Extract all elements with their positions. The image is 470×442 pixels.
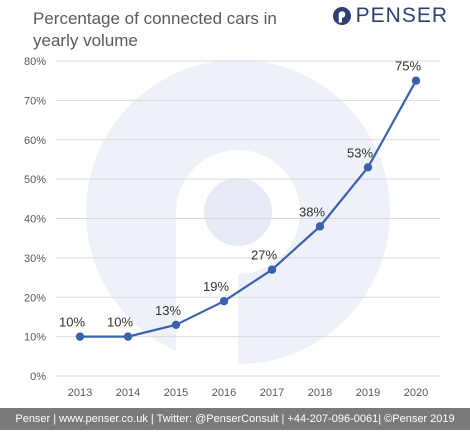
x-tick-label: 2020 [404,387,428,399]
y-tick-label: 40% [24,214,46,226]
data-point [219,296,229,306]
y-tick-label: 0% [30,371,46,383]
y-tick-label: 10% [24,332,46,344]
x-tick-label: 2019 [356,387,380,399]
y-tick-label: 80% [24,56,46,68]
penser-logo: PENSER [332,4,448,27]
data-label: 13% [155,303,181,318]
data-point [267,265,277,274]
data-label: 27% [251,248,277,263]
data-point [411,76,421,85]
series-line [80,80,417,338]
x-tick-label: 2014 [116,387,140,399]
y-tick-label: 50% [24,174,46,186]
data-point [75,332,85,341]
footer-bar: Penser | www.penser.co.uk | Twitter: @Pe… [0,408,470,430]
data-label: 38% [299,204,325,219]
data-label: 10% [107,315,133,330]
data-point [315,222,325,231]
y-tick-label: 20% [24,292,46,304]
y-tick-label: 60% [24,135,46,147]
brand-name: PENSER [355,4,448,27]
data-label: 75% [395,59,421,74]
x-tick-label: 2013 [68,387,92,399]
data-point [123,332,133,341]
penser-logo-icon [332,7,351,25]
x-tick-label: 2018 [308,387,332,399]
data-point [171,320,181,330]
data-point [363,163,373,172]
data-label: 19% [203,279,229,294]
x-tick-label: 2015 [164,387,188,399]
y-tick-label: 30% [24,253,46,265]
data-label: 10% [59,315,85,330]
chart-title: Percentage of connected cars in yearly v… [33,9,277,50]
y-tick-label: 70% [24,95,46,107]
x-tick-label: 2016 [212,387,236,399]
watermark-core-circle [204,178,272,246]
x-tick-label: 2017 [260,387,284,399]
data-label: 53% [347,145,373,160]
